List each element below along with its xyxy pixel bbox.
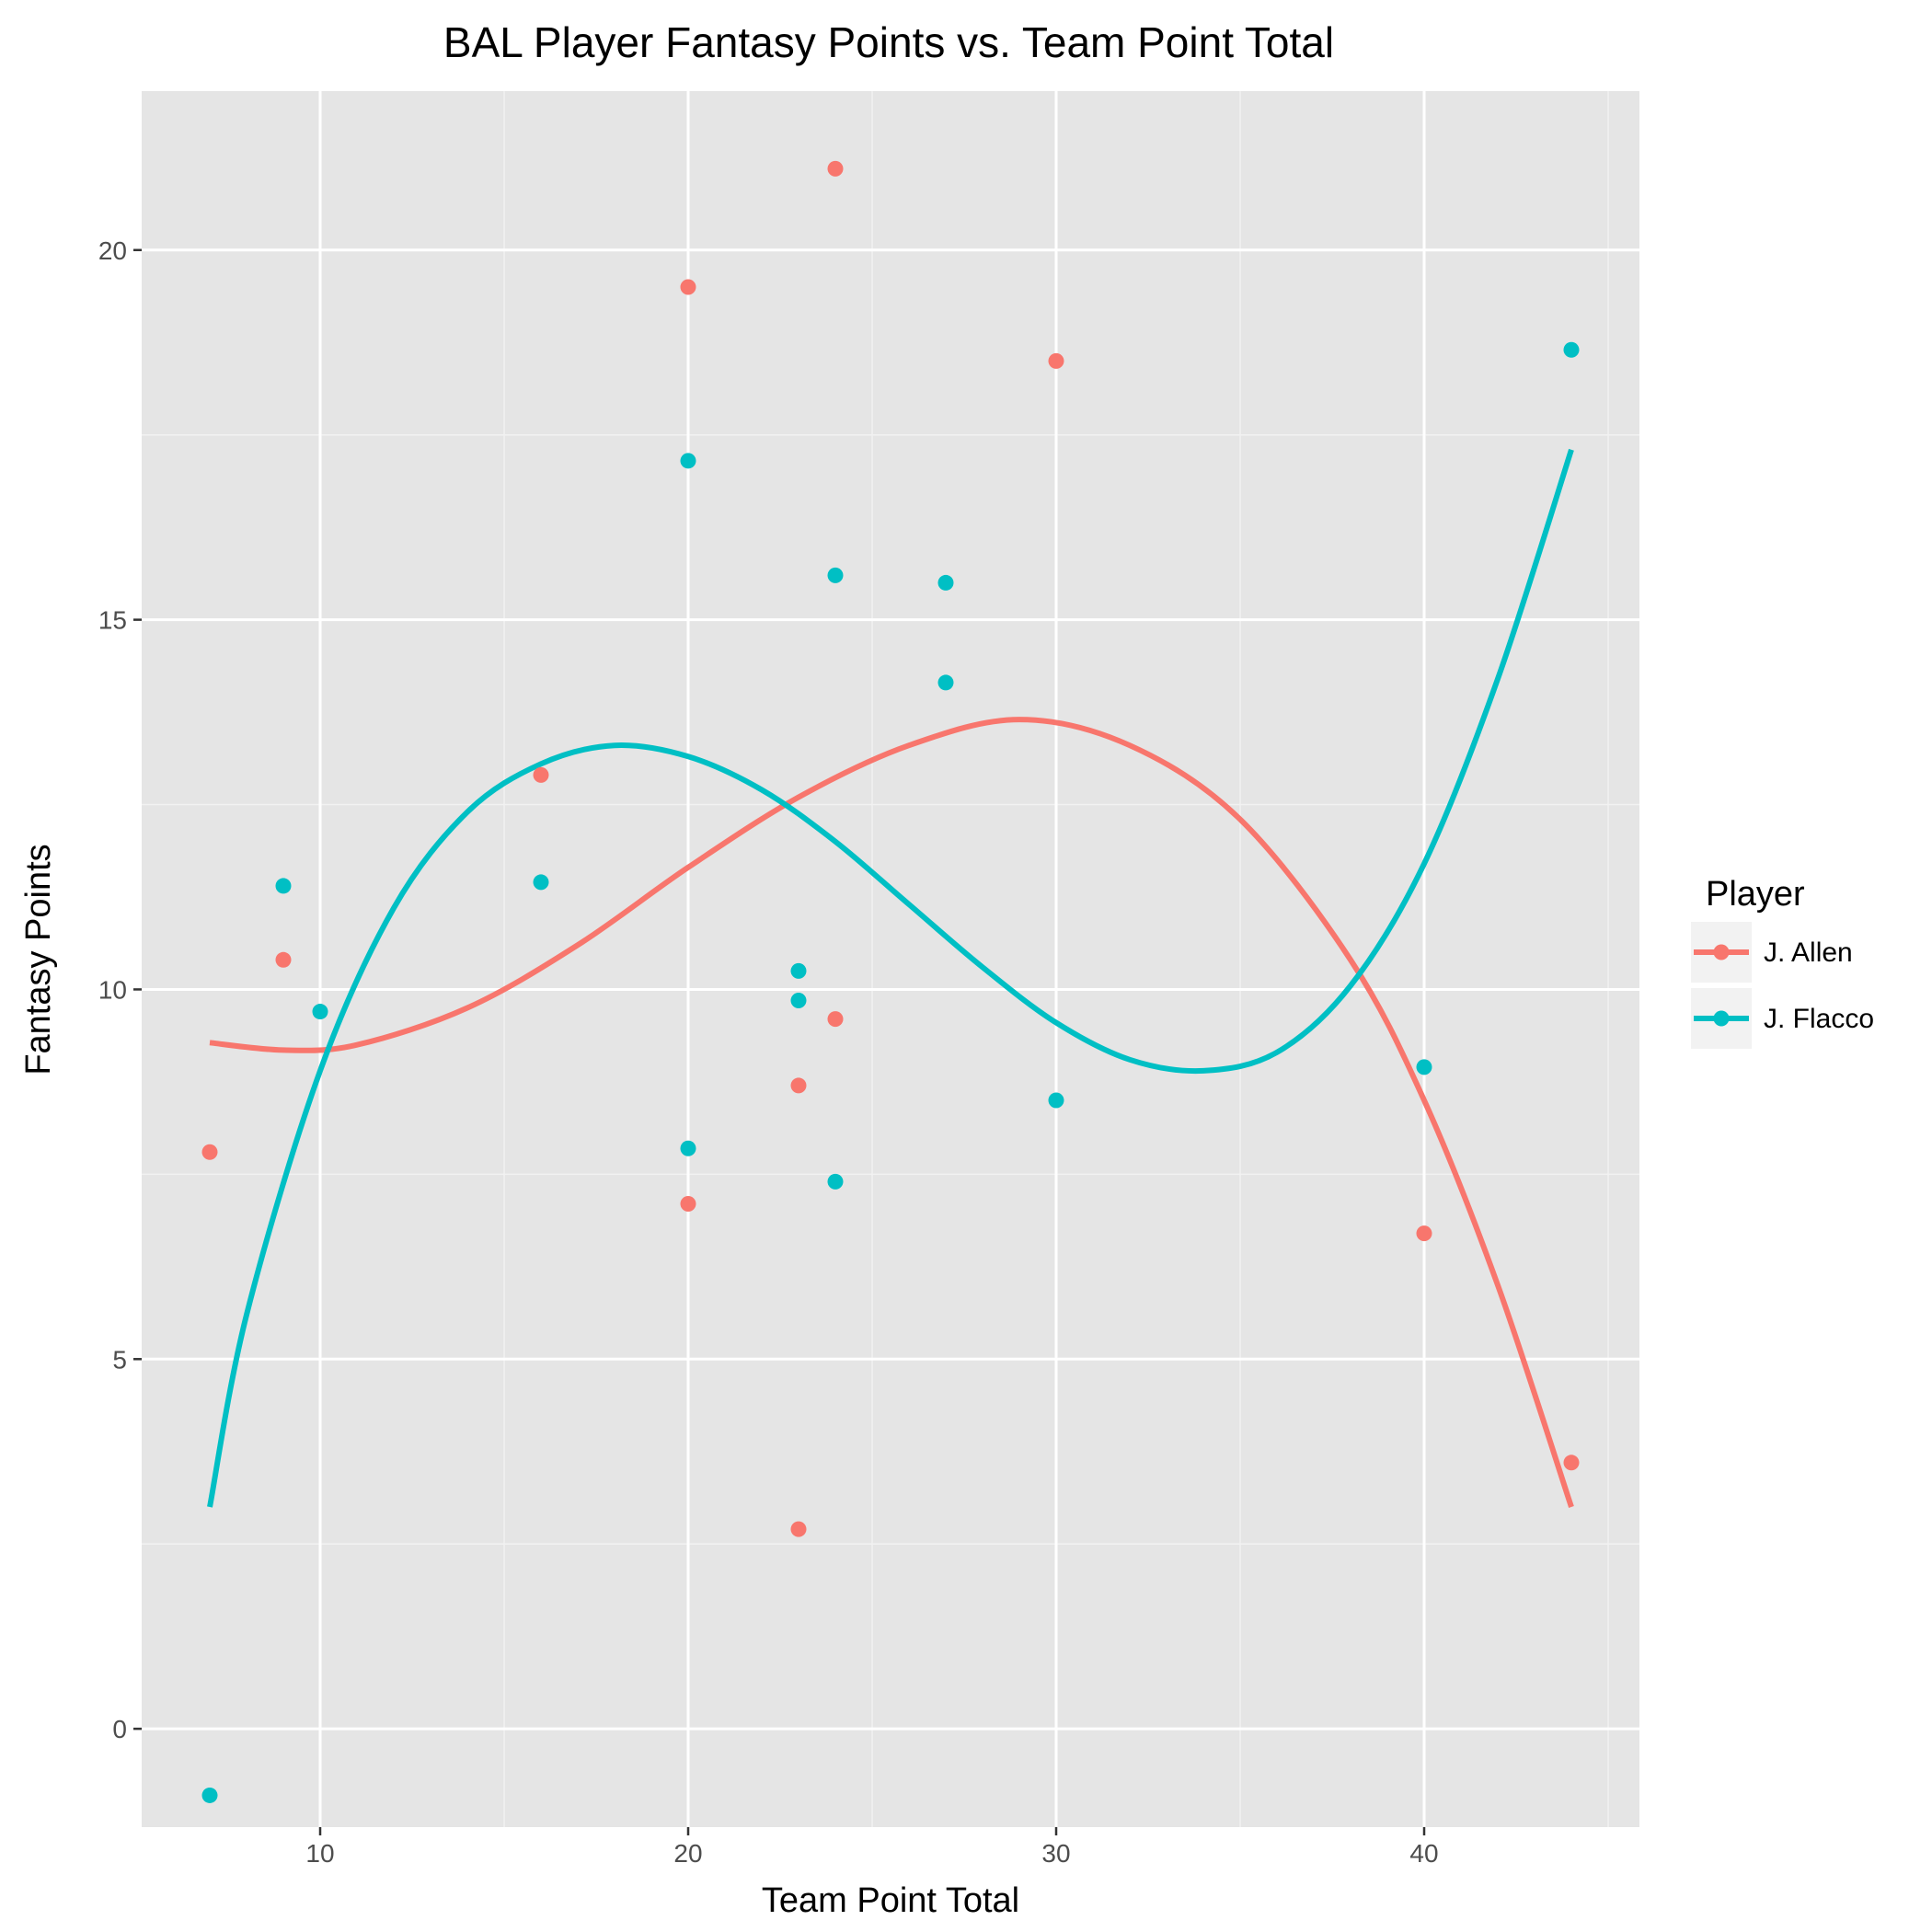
legend-label-j-allen: J. Allen <box>1764 937 1853 968</box>
point-j-allen <box>201 1144 218 1160</box>
point-j-flacco <box>1416 1059 1432 1075</box>
x-tick-label: 30 <box>1041 1839 1070 1868</box>
point-j-allen <box>275 951 292 968</box>
minor-grid <box>142 91 1639 1827</box>
point-j-flacco <box>937 574 954 591</box>
point-j-flacco <box>827 567 844 583</box>
point-j-flacco <box>827 1173 844 1190</box>
legend-label-j-flacco: J. Flacco <box>1764 1004 1874 1034</box>
point-j-allen <box>790 1521 807 1537</box>
x-axis: 10 20 30 40 <box>305 1827 1439 1868</box>
y-axis-title: Fantasy Points <box>19 844 58 1075</box>
y-tick-label: 0 <box>112 1715 127 1743</box>
point-j-allen <box>680 279 696 295</box>
point-j-allen <box>680 1196 696 1213</box>
legend-marker-j-flacco <box>1713 1010 1730 1027</box>
chart-title: BAL Player Fantasy Points vs. Team Point… <box>443 18 1334 66</box>
legend-marker-j-allen <box>1713 944 1730 960</box>
point-j-flacco <box>1048 1092 1064 1109</box>
legend: Player J. Allen J. Flacco <box>1691 875 1874 1049</box>
x-axis-title: Team Point Total <box>762 1881 1019 1920</box>
point-j-flacco <box>533 874 549 891</box>
x-tick-label: 10 <box>305 1839 334 1868</box>
point-j-allen <box>1048 352 1064 369</box>
point-j-allen <box>1563 1455 1580 1471</box>
point-j-allen <box>1416 1225 1432 1242</box>
point-j-flacco <box>790 993 807 1009</box>
point-j-flacco <box>201 1787 218 1803</box>
point-j-flacco <box>680 453 696 469</box>
y-tick-label: 10 <box>98 975 127 1004</box>
x-tick-label: 40 <box>1409 1839 1438 1868</box>
point-j-flacco <box>312 1004 328 1020</box>
point-j-allen <box>827 160 844 177</box>
point-j-allen <box>827 1011 844 1028</box>
legend-title: Player <box>1706 875 1805 914</box>
point-j-flacco <box>1563 341 1580 358</box>
x-tick-label: 20 <box>673 1839 702 1868</box>
plot-panel <box>142 91 1639 1827</box>
point-j-flacco <box>275 878 292 894</box>
y-tick-label: 15 <box>98 606 127 635</box>
point-j-flacco <box>790 962 807 979</box>
y-tick-label: 20 <box>98 236 127 265</box>
fit-lines <box>207 448 1574 1508</box>
y-axis: 0 5 10 15 20 <box>98 236 142 1743</box>
point-j-flacco <box>937 674 954 691</box>
point-j-flacco <box>680 1140 696 1156</box>
major-grid <box>142 91 1639 1827</box>
point-j-allen <box>790 1077 807 1094</box>
point-j-allen <box>533 766 549 783</box>
fit-curve-j-allen <box>209 717 1574 1508</box>
fit-curve-j-flacco <box>207 448 1574 1508</box>
data-points <box>201 160 1580 1803</box>
y-tick-label: 5 <box>112 1345 127 1374</box>
